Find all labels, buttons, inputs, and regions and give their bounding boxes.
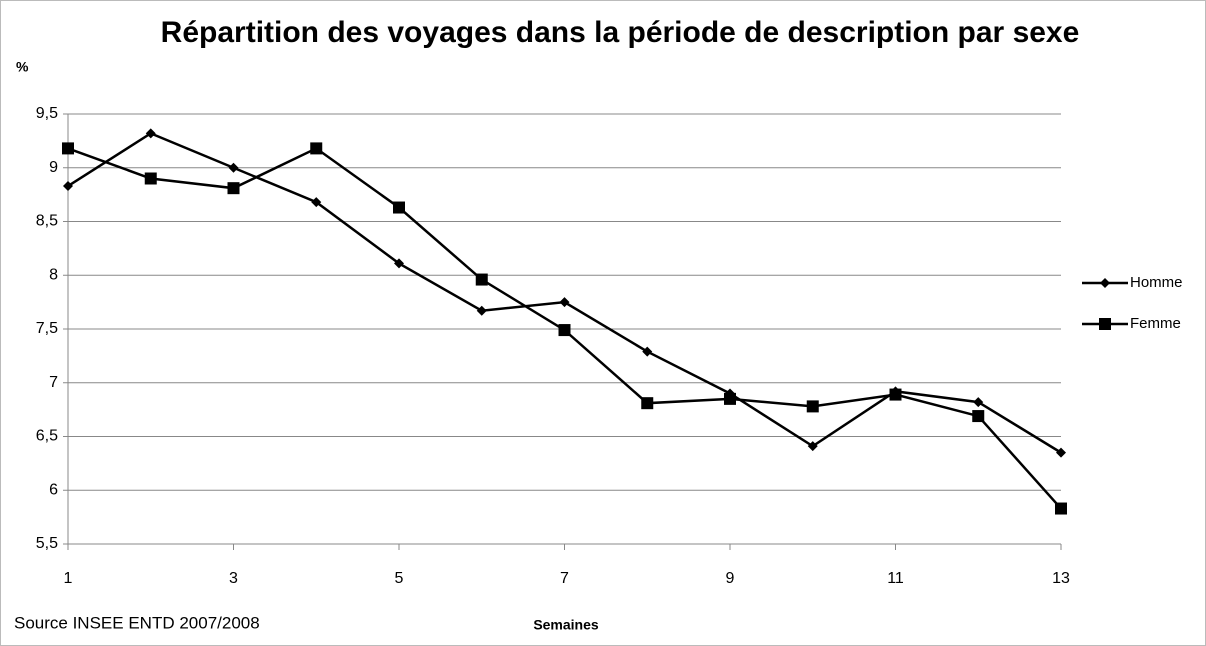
x-tick-label: 3	[229, 570, 238, 587]
y-tick-label: 6,5	[36, 428, 58, 445]
marker	[806, 400, 819, 413]
marker	[807, 441, 818, 452]
y-axis-label: %	[16, 59, 29, 75]
marker	[558, 324, 571, 337]
marker	[476, 305, 487, 316]
marker	[145, 128, 156, 139]
x-tick-label: 5	[395, 570, 404, 587]
marker	[62, 142, 74, 155]
y-tick-label: 5,5	[36, 535, 58, 552]
y-tick-label: 8,5	[36, 213, 58, 230]
marker	[228, 162, 239, 173]
legend-label: Femme	[1130, 315, 1181, 332]
y-tick-label: 7,5	[36, 320, 58, 337]
x-tick-label: 9	[726, 570, 735, 587]
marker	[973, 397, 984, 408]
marker	[972, 410, 985, 423]
x-tick-label: 11	[887, 570, 904, 587]
marker	[394, 258, 404, 269]
marker	[559, 297, 570, 308]
marker	[889, 388, 902, 401]
marker	[475, 273, 488, 286]
y-tick-label: 9,5	[36, 105, 58, 122]
marker	[63, 181, 73, 192]
x-tick-label: 7	[560, 570, 569, 587]
y-tick-label: 9	[49, 159, 58, 176]
marker	[1056, 447, 1066, 458]
y-tick-label: 6	[49, 481, 58, 498]
y-tick-label: 8	[49, 266, 58, 283]
legend-marker	[1100, 278, 1110, 288]
marker	[724, 392, 736, 405]
marker	[310, 142, 323, 155]
x-axis-label: Semaines	[533, 617, 599, 633]
marker	[144, 172, 157, 185]
marker	[393, 201, 405, 214]
chart-title: Répartition des voyages dans la période …	[160, 16, 1080, 49]
marker	[641, 397, 654, 410]
marker	[311, 197, 322, 208]
x-tick-label: 1	[64, 570, 73, 587]
x-tick-label: 13	[1052, 570, 1070, 587]
marker	[227, 182, 240, 195]
legend-marker	[1099, 318, 1111, 330]
marker	[1055, 502, 1067, 515]
source: Source INSEE ENTD 2007/2008	[14, 613, 260, 632]
marker	[642, 346, 653, 357]
y-tick-label: 7	[49, 374, 58, 391]
legend-label: Homme	[1130, 274, 1183, 291]
